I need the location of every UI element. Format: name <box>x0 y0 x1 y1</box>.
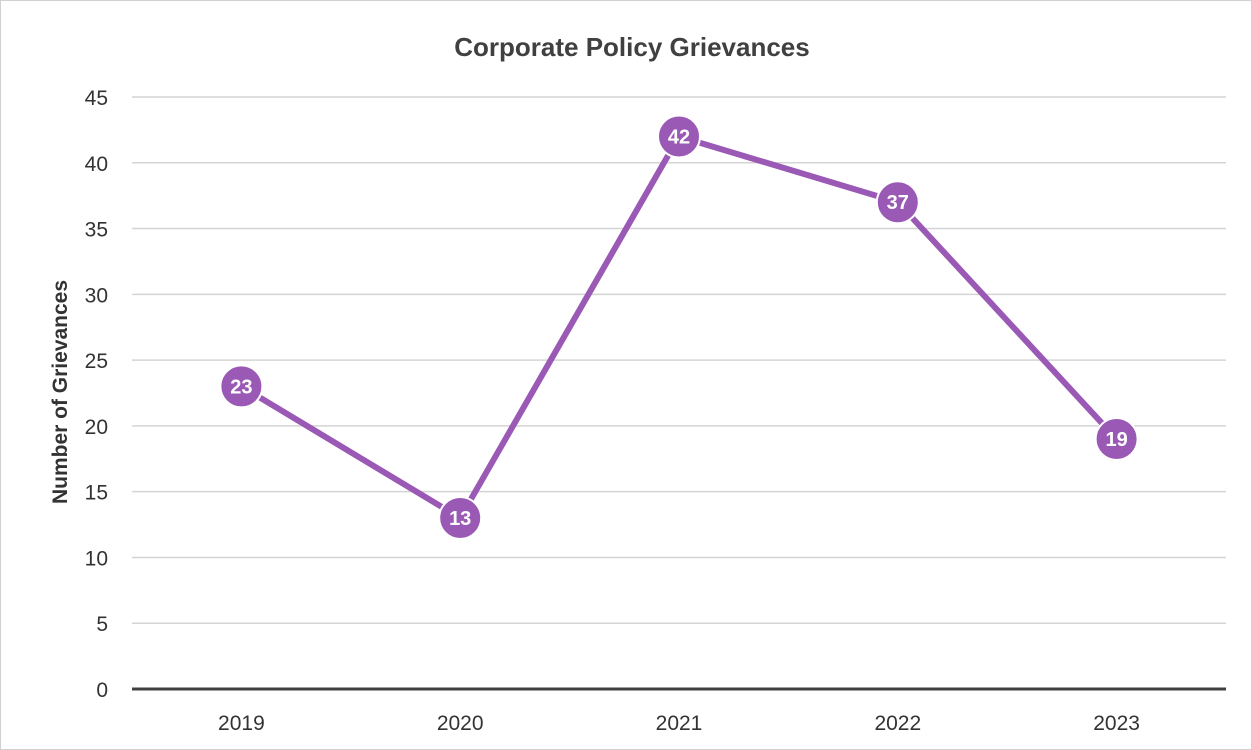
data-point-label: 23 <box>230 376 252 398</box>
y-tick-label: 5 <box>96 613 108 636</box>
data-point-label: 19 <box>1105 429 1127 451</box>
chart-title: Corporate Policy Grievances <box>454 32 809 62</box>
y-tick-label: 30 <box>85 284 108 307</box>
y-axis-ticks: 0 5 10 15 20 25 30 35 40 45 <box>85 87 108 702</box>
y-tick-label: 25 <box>85 350 108 373</box>
y-tick-label: 35 <box>85 219 108 242</box>
y-tick-label: 10 <box>85 547 108 570</box>
y-axis-label: Number of Grievances <box>49 280 72 504</box>
data-point-label: 13 <box>449 508 471 530</box>
data-point-label: 37 <box>887 192 909 214</box>
data-labels: 23 13 42 37 19 <box>230 126 1127 530</box>
data-point-marker <box>875 180 920 225</box>
x-tick-label: 2020 <box>437 712 484 735</box>
y-tick-label: 0 <box>96 679 108 702</box>
y-tick-label: 20 <box>85 416 108 439</box>
y-tick-label: 40 <box>85 153 108 176</box>
gridlines <box>132 96 1226 691</box>
x-tick-label: 2023 <box>1093 712 1140 735</box>
x-tick-label: 2021 <box>656 712 703 735</box>
y-tick-label: 15 <box>85 482 108 505</box>
data-point-marker <box>219 364 264 409</box>
data-point-label: 42 <box>668 126 690 148</box>
data-point-marker <box>657 114 701 159</box>
x-tick-label: 2022 <box>874 712 921 735</box>
y-tick-label: 45 <box>85 87 108 110</box>
series-layer <box>219 114 1139 540</box>
x-tick-label: 2019 <box>218 712 265 735</box>
x-axis-ticks: 2019 2020 2021 2022 2023 <box>218 712 1140 735</box>
data-point-marker <box>1094 417 1139 462</box>
data-point-marker <box>438 495 483 540</box>
series-line-0 <box>238 133 1120 521</box>
